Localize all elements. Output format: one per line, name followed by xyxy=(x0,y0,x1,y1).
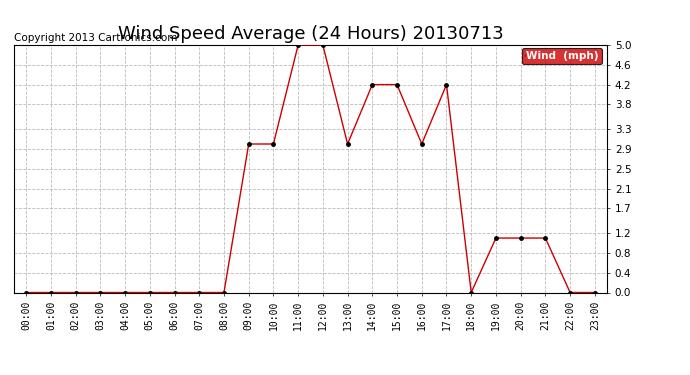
Text: Copyright 2013 Cartronics.com: Copyright 2013 Cartronics.com xyxy=(14,33,177,42)
Legend: Wind  (mph): Wind (mph) xyxy=(522,48,602,64)
Title: Wind Speed Average (24 Hours) 20130713: Wind Speed Average (24 Hours) 20130713 xyxy=(117,26,504,44)
